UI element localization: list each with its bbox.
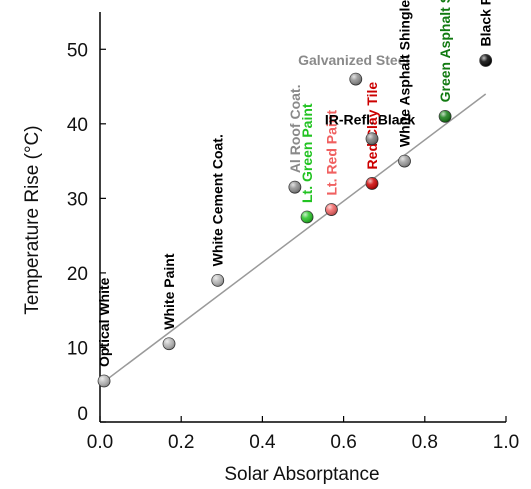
y-tick-label: 10 <box>67 338 88 359</box>
point-label-al-roof-coat: Al Roof Coat. <box>287 85 303 174</box>
x-tick-label: 0.8 <box>412 432 438 453</box>
point-label-white-asphalt-shingle: White Asphalt Shingle <box>397 0 413 147</box>
x-axis-label: Solar Absorptance <box>224 464 379 485</box>
data-point-red-clay-tile <box>365 177 379 190</box>
data-point-lt-red-paint <box>325 203 338 216</box>
trend-line <box>99 93 487 386</box>
point-label-optical-white: Optical White <box>96 277 112 367</box>
x-tick-label: 0.6 <box>330 432 356 453</box>
data-point-al-roof-coat <box>288 180 302 194</box>
x-tick-label: 0.4 <box>249 432 276 453</box>
y-tick-label: 20 <box>67 264 88 285</box>
point-label-galvanized-steel: Galvanized Steel <box>298 52 409 68</box>
point-label-red-clay-tile: Red Clay Tile <box>364 82 380 170</box>
data-point-white-paint <box>162 337 176 351</box>
x-tick-label: 0.0 <box>87 432 113 453</box>
y-tick-label: 0 <box>77 404 88 425</box>
data-point-lt-green-paint <box>300 210 314 224</box>
point-label-lt-green-paint: Lt. Green Paint <box>299 103 315 203</box>
data-point-white-asphalt-shingle <box>398 154 411 168</box>
point-label-black-paint: Black Paint <box>478 0 494 46</box>
data-point-optical-white <box>97 374 111 388</box>
data-point-galvanized-steel <box>349 72 363 86</box>
data-point-black-paint <box>479 54 493 67</box>
y-tick-label: 30 <box>67 189 88 210</box>
y-axis-label: Temperature Rise (°C) <box>22 125 43 314</box>
data-point-ir-refl-black <box>365 132 379 146</box>
point-label-white-paint: White Paint <box>161 253 177 330</box>
point-label-white-cement-coat: White Cement Coat. <box>210 134 226 266</box>
point-label-ir-refl-black: IR-Refl. Black <box>325 112 415 128</box>
x-tick-label: 1.0 <box>493 432 519 453</box>
x-tick-label: 0.2 <box>168 432 194 453</box>
data-point-white-cement-coat <box>211 273 225 287</box>
data-point-green-asphalt-shingle <box>438 109 452 123</box>
point-label-lt-red-paint: Lt. Red Paint <box>323 110 339 196</box>
point-label-green-asphalt-shingle: Green Asphalt Shingle <box>437 0 453 102</box>
y-tick-label: 50 <box>67 40 88 61</box>
y-tick-label: 40 <box>67 115 88 136</box>
